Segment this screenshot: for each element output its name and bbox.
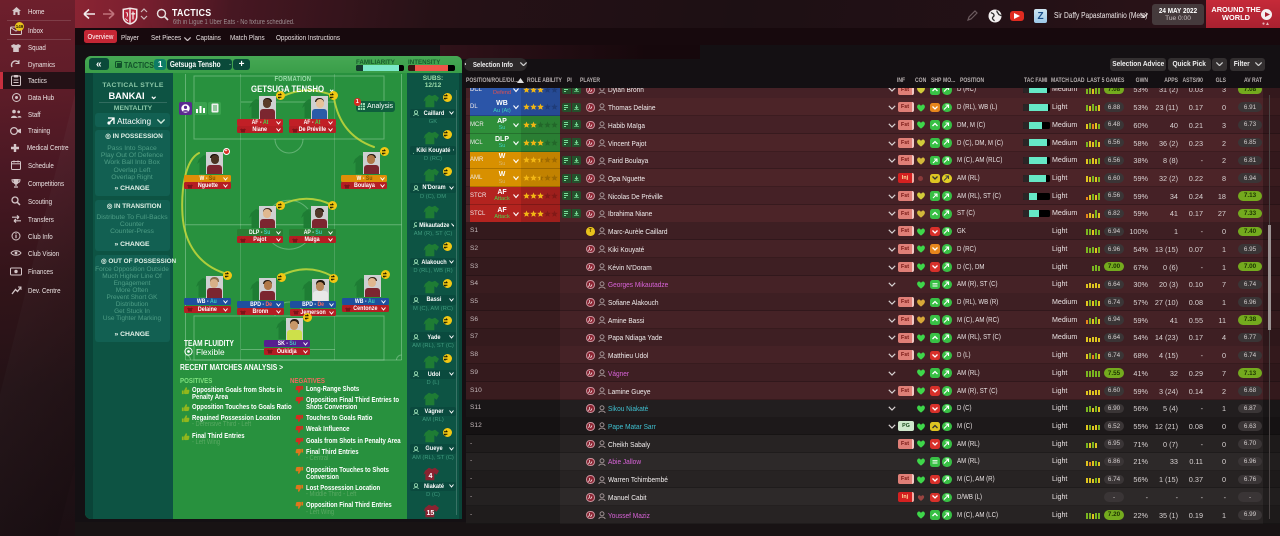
svg-text:4: 4 [428,472,432,479]
svg-text:15: 15 [427,510,435,517]
